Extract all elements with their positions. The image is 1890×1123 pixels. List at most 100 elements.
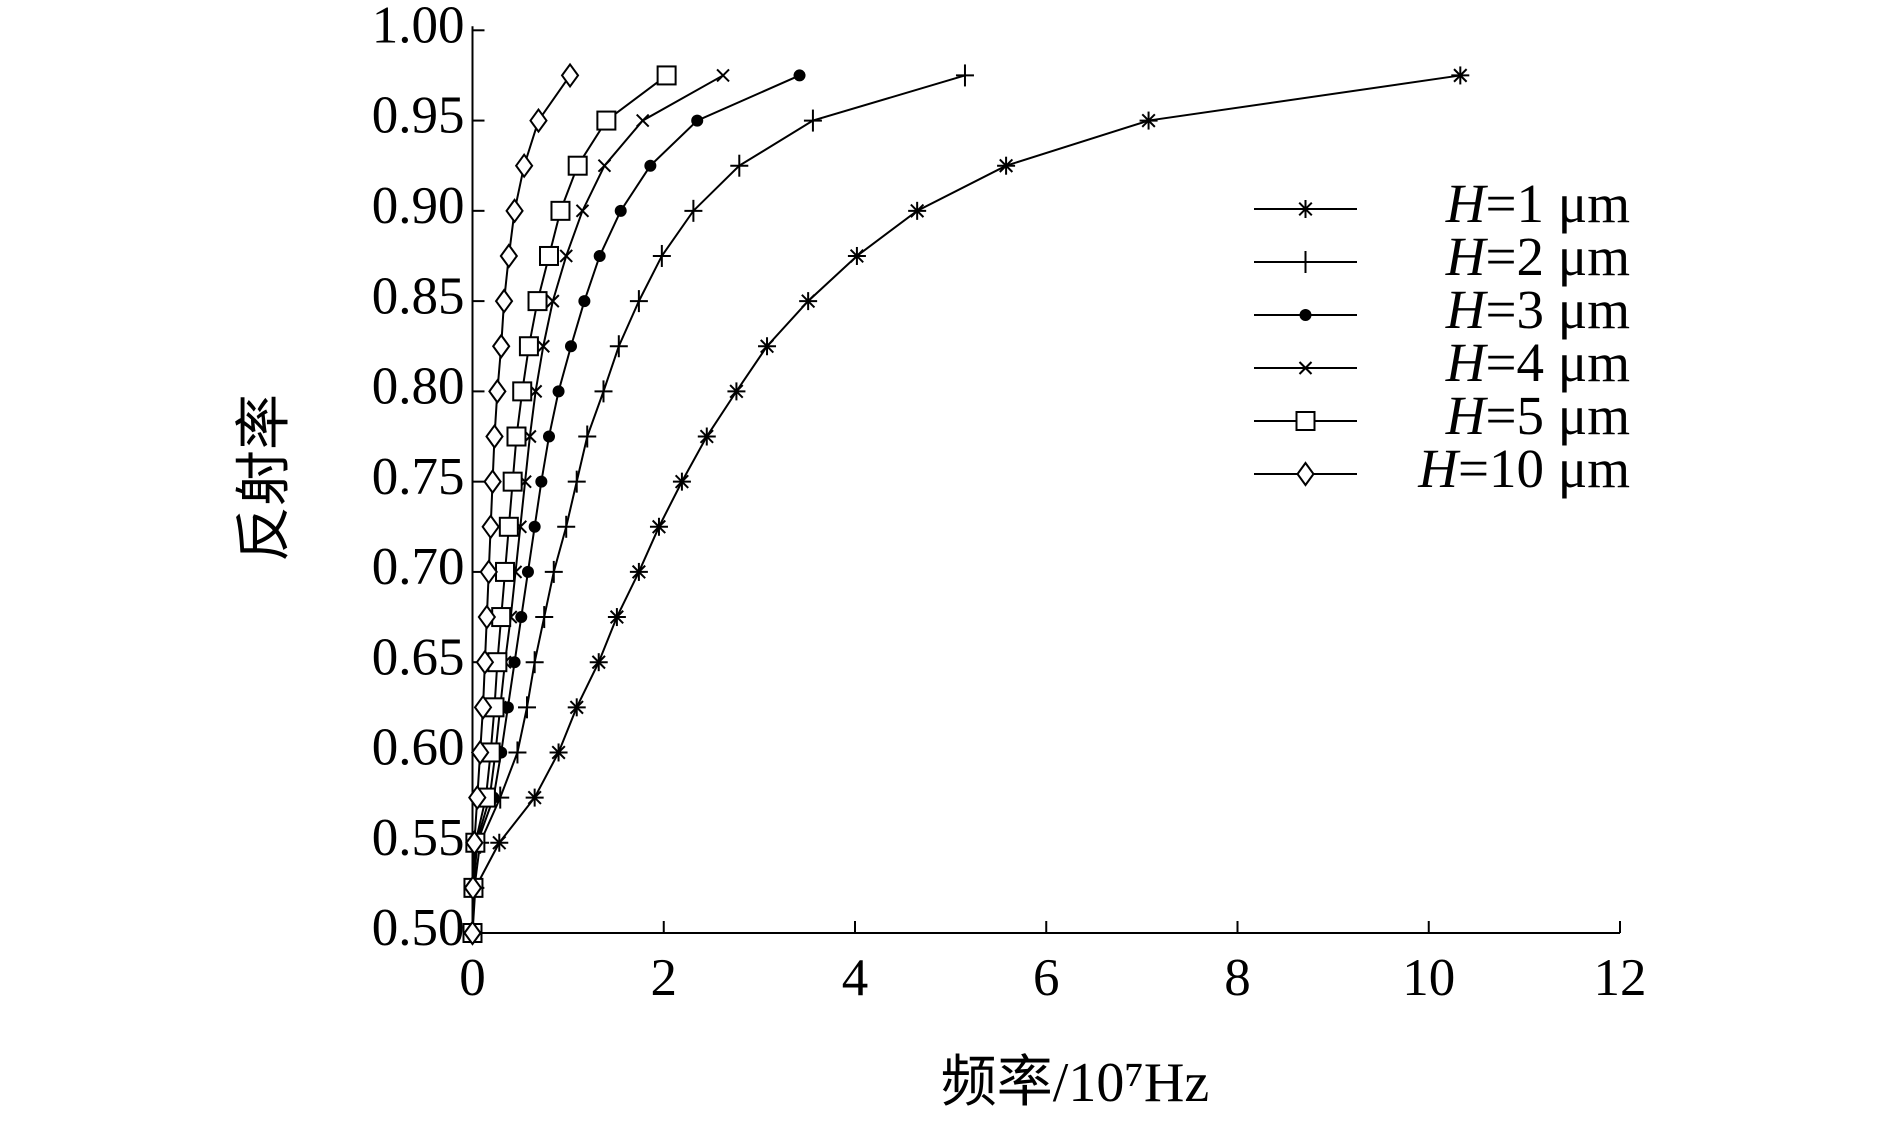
marker <box>529 107 548 134</box>
marker <box>475 649 495 675</box>
marker <box>528 520 541 533</box>
marker <box>479 559 498 585</box>
y-tick-label: 0.90 <box>372 177 465 235</box>
marker <box>463 875 483 901</box>
marker <box>485 423 504 450</box>
marker <box>1298 361 1313 375</box>
marker <box>1296 251 1315 273</box>
marker <box>535 475 548 488</box>
marker <box>652 244 671 267</box>
marker <box>799 292 818 311</box>
marker <box>629 290 648 313</box>
marker <box>518 336 539 357</box>
marker <box>508 741 527 764</box>
marker <box>521 565 534 578</box>
marker <box>1296 200 1315 218</box>
legend-label: H=5 μm <box>1445 385 1630 446</box>
marker <box>644 159 657 172</box>
marker <box>564 340 577 353</box>
marker <box>512 381 533 402</box>
x-tick-label: 6 <box>1033 949 1060 1007</box>
marker <box>514 153 534 179</box>
y-tick-label: 0.65 <box>372 628 465 686</box>
marker <box>473 694 493 721</box>
x-tick-label: 12 <box>1594 949 1647 1007</box>
y-tick-label: 0.50 <box>372 899 465 957</box>
marker <box>546 294 560 308</box>
marker <box>607 608 626 627</box>
marker <box>593 249 606 262</box>
marker <box>567 155 588 176</box>
legend-label: H=2 μm <box>1445 226 1630 287</box>
series-line <box>471 74 800 934</box>
marker <box>559 249 573 263</box>
marker <box>594 380 613 403</box>
marker <box>527 291 548 312</box>
marker <box>498 516 519 537</box>
marker <box>908 201 927 220</box>
marker <box>997 156 1016 175</box>
marker <box>1451 66 1470 85</box>
marker <box>691 114 704 127</box>
marker <box>597 158 612 173</box>
marker <box>525 651 544 674</box>
marker <box>481 514 500 540</box>
marker <box>488 378 507 405</box>
marker <box>649 517 668 536</box>
legend-label: H=1 μm <box>1445 173 1630 234</box>
legend-label: H=4 μm <box>1445 332 1630 393</box>
marker <box>560 62 580 89</box>
marker <box>672 472 691 491</box>
series-line <box>471 74 1461 934</box>
y-tick-label: 0.85 <box>372 267 465 325</box>
marker <box>495 561 516 582</box>
marker <box>575 204 590 218</box>
marker <box>506 426 527 447</box>
marker <box>684 199 703 222</box>
marker <box>847 246 866 265</box>
marker <box>697 427 716 446</box>
x-tick-label: 0 <box>459 949 486 1007</box>
marker <box>578 295 591 308</box>
marker <box>793 69 806 82</box>
marker <box>557 515 576 538</box>
marker <box>596 110 617 131</box>
marker <box>716 68 730 83</box>
marker <box>502 471 523 492</box>
y-tick-label: 0.60 <box>372 719 465 777</box>
marker <box>609 335 628 358</box>
marker <box>477 604 497 630</box>
y-tick-label: 0.70 <box>372 538 465 596</box>
marker <box>589 653 608 672</box>
marker <box>955 64 974 87</box>
marker <box>730 154 749 177</box>
marker <box>758 337 777 356</box>
x-tick-label: 10 <box>1402 949 1455 1007</box>
legend-label: H=10 μm <box>1417 438 1630 499</box>
marker <box>1296 461 1315 487</box>
marker <box>494 288 514 314</box>
marker <box>525 788 544 807</box>
marker <box>536 339 550 353</box>
series-line <box>471 74 966 934</box>
y-tick-label: 0.55 <box>372 809 465 867</box>
marker <box>468 784 487 811</box>
marker <box>515 611 528 624</box>
x-tick-label: 4 <box>842 949 869 1007</box>
marker <box>544 560 563 583</box>
marker <box>1295 411 1316 431</box>
marker <box>535 606 554 629</box>
x-axis-label: 频率/10⁷Hz <box>941 1052 1209 1114</box>
marker <box>803 109 822 132</box>
marker <box>501 701 514 714</box>
marker <box>550 200 571 221</box>
y-tick-label: 1.00 <box>372 0 465 54</box>
y-tick-label: 0.95 <box>372 87 465 145</box>
marker <box>629 562 648 581</box>
marker <box>499 243 519 269</box>
marker <box>490 833 509 852</box>
marker <box>465 830 484 856</box>
y-tick-label: 0.80 <box>372 358 465 416</box>
